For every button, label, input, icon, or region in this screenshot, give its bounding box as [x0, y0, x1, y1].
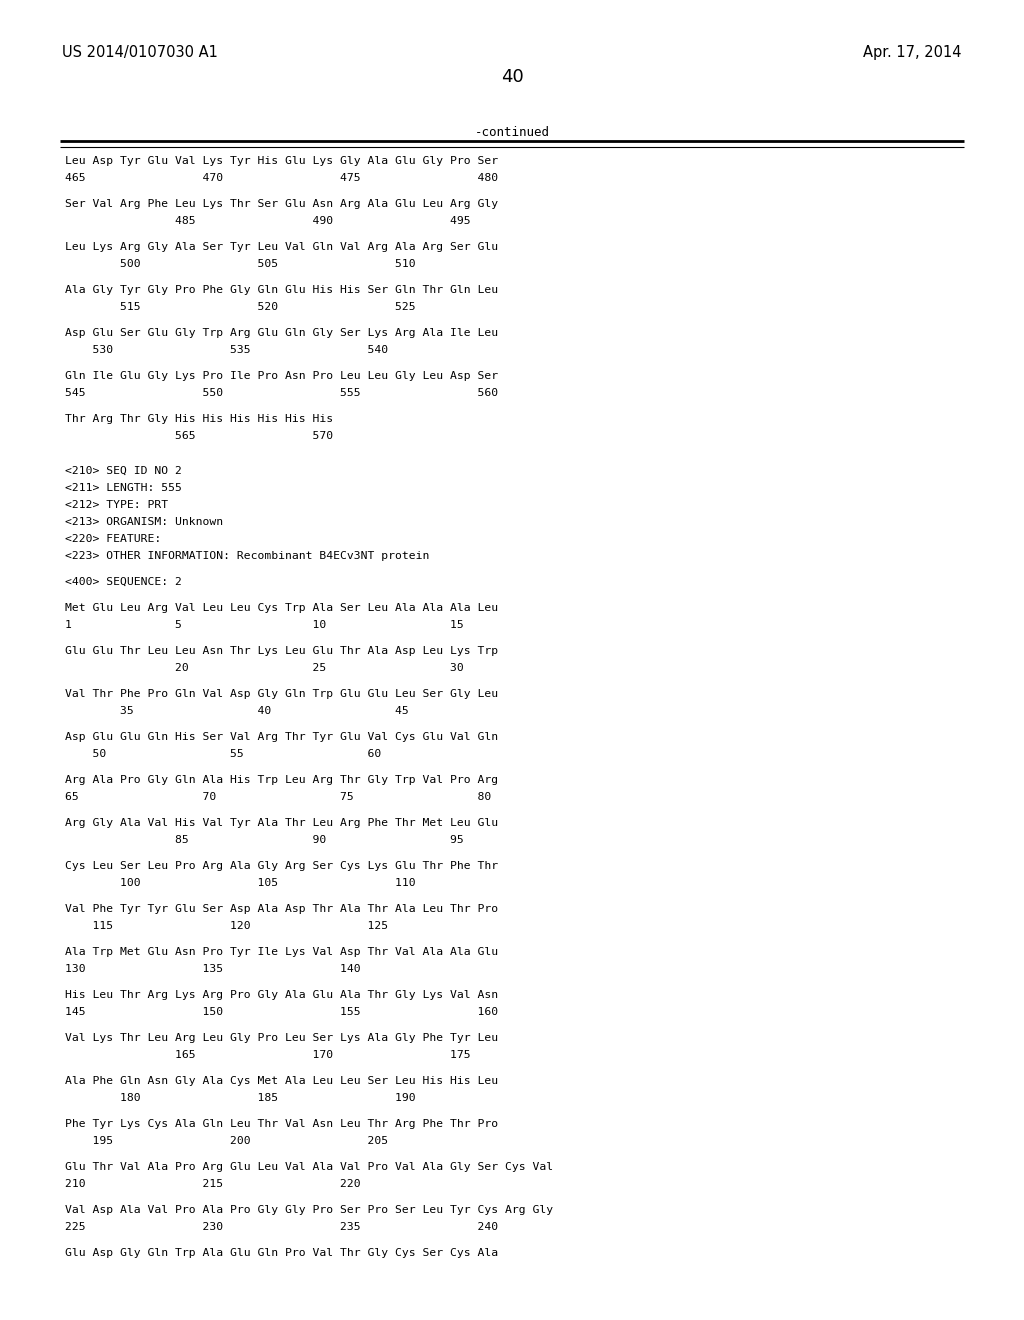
Text: Met Glu Leu Arg Val Leu Leu Cys Trp Ala Ser Leu Ala Ala Ala Leu: Met Glu Leu Arg Val Leu Leu Cys Trp Ala … [65, 603, 498, 612]
Text: Asp Glu Glu Gln His Ser Val Arg Thr Tyr Glu Val Cys Glu Val Gln: Asp Glu Glu Gln His Ser Val Arg Thr Tyr … [65, 733, 498, 742]
Text: Apr. 17, 2014: Apr. 17, 2014 [863, 45, 962, 61]
Text: Ala Gly Tyr Gly Pro Phe Gly Gln Glu His His Ser Gln Thr Gln Leu: Ala Gly Tyr Gly Pro Phe Gly Gln Glu His … [65, 285, 498, 294]
Text: 195                 200                 205: 195 200 205 [65, 1137, 388, 1146]
Text: 225                 230                 235                 240: 225 230 235 240 [65, 1222, 498, 1233]
Text: Glu Thr Val Ala Pro Arg Glu Leu Val Ala Val Pro Val Ala Gly Ser Cys Val: Glu Thr Val Ala Pro Arg Glu Leu Val Ala … [65, 1163, 553, 1172]
Text: US 2014/0107030 A1: US 2014/0107030 A1 [62, 45, 218, 61]
Text: 65                  70                  75                  80: 65 70 75 80 [65, 792, 490, 803]
Text: Ala Phe Gln Asn Gly Ala Cys Met Ala Leu Leu Ser Leu His His Leu: Ala Phe Gln Asn Gly Ala Cys Met Ala Leu … [65, 1076, 498, 1086]
Text: 50                  55                  60: 50 55 60 [65, 748, 381, 759]
Text: <211> LENGTH: 555: <211> LENGTH: 555 [65, 483, 181, 494]
Text: <400> SEQUENCE: 2: <400> SEQUENCE: 2 [65, 577, 181, 587]
Text: 165                 170                 175: 165 170 175 [65, 1051, 470, 1060]
Text: Ala Trp Met Glu Asn Pro Tyr Ile Lys Val Asp Thr Val Ala Ala Glu: Ala Trp Met Glu Asn Pro Tyr Ile Lys Val … [65, 948, 498, 957]
Text: 40: 40 [501, 67, 523, 86]
Text: -continued: -continued [474, 125, 550, 139]
Text: <223> OTHER INFORMATION: Recombinant B4ECv3NT protein: <223> OTHER INFORMATION: Recombinant B4E… [65, 550, 429, 561]
Text: 1               5                   10                  15: 1 5 10 15 [65, 620, 463, 630]
Text: 180                 185                 190: 180 185 190 [65, 1093, 415, 1104]
Text: Glu Glu Thr Leu Leu Asn Thr Lys Leu Glu Thr Ala Asp Leu Lys Trp: Glu Glu Thr Leu Leu Asn Thr Lys Leu Glu … [65, 645, 498, 656]
Text: Val Phe Tyr Tyr Glu Ser Asp Ala Asp Thr Ala Thr Ala Leu Thr Pro: Val Phe Tyr Tyr Glu Ser Asp Ala Asp Thr … [65, 904, 498, 915]
Text: 210                 215                 220: 210 215 220 [65, 1179, 360, 1189]
Text: Val Lys Thr Leu Arg Leu Gly Pro Leu Ser Lys Ala Gly Phe Tyr Leu: Val Lys Thr Leu Arg Leu Gly Pro Leu Ser … [65, 1034, 498, 1043]
Text: Val Thr Phe Pro Gln Val Asp Gly Gln Trp Glu Glu Leu Ser Gly Leu: Val Thr Phe Pro Gln Val Asp Gly Gln Trp … [65, 689, 498, 700]
Text: 515                 520                 525: 515 520 525 [65, 302, 415, 312]
Text: Thr Arg Thr Gly His His His His His His: Thr Arg Thr Gly His His His His His His [65, 414, 333, 424]
Text: Asp Glu Ser Glu Gly Trp Arg Glu Gln Gly Ser Lys Arg Ala Ile Leu: Asp Glu Ser Glu Gly Trp Arg Glu Gln Gly … [65, 327, 498, 338]
Text: Phe Tyr Lys Cys Ala Gln Leu Thr Val Asn Leu Thr Arg Phe Thr Pro: Phe Tyr Lys Cys Ala Gln Leu Thr Val Asn … [65, 1119, 498, 1130]
Text: 500                 505                 510: 500 505 510 [65, 259, 415, 269]
Text: Arg Ala Pro Gly Gln Ala His Trp Leu Arg Thr Gly Trp Val Pro Arg: Arg Ala Pro Gly Gln Ala His Trp Leu Arg … [65, 775, 498, 785]
Text: <213> ORGANISM: Unknown: <213> ORGANISM: Unknown [65, 517, 222, 527]
Text: Val Asp Ala Val Pro Ala Pro Gly Gly Pro Ser Pro Ser Leu Tyr Cys Arg Gly: Val Asp Ala Val Pro Ala Pro Gly Gly Pro … [65, 1205, 553, 1216]
Text: <210> SEQ ID NO 2: <210> SEQ ID NO 2 [65, 466, 181, 477]
Text: Arg Gly Ala Val His Val Tyr Ala Thr Leu Arg Phe Thr Met Leu Glu: Arg Gly Ala Val His Val Tyr Ala Thr Leu … [65, 818, 498, 828]
Text: 130                 135                 140: 130 135 140 [65, 964, 360, 974]
Text: 145                 150                 155                 160: 145 150 155 160 [65, 1007, 498, 1018]
Text: <212> TYPE: PRT: <212> TYPE: PRT [65, 500, 168, 510]
Text: 85                  90                  95: 85 90 95 [65, 836, 463, 845]
Text: 545                 550                 555                 560: 545 550 555 560 [65, 388, 498, 397]
Text: 100                 105                 110: 100 105 110 [65, 878, 415, 888]
Text: Gln Ile Glu Gly Lys Pro Ile Pro Asn Pro Leu Leu Gly Leu Asp Ser: Gln Ile Glu Gly Lys Pro Ile Pro Asn Pro … [65, 371, 498, 381]
Text: 115                 120                 125: 115 120 125 [65, 921, 388, 931]
Text: 20                  25                  30: 20 25 30 [65, 663, 463, 673]
Text: His Leu Thr Arg Lys Arg Pro Gly Ala Glu Ala Thr Gly Lys Val Asn: His Leu Thr Arg Lys Arg Pro Gly Ala Glu … [65, 990, 498, 1001]
Text: 485                 490                 495: 485 490 495 [65, 215, 470, 226]
Text: Ser Val Arg Phe Leu Lys Thr Ser Glu Asn Arg Ala Glu Leu Arg Gly: Ser Val Arg Phe Leu Lys Thr Ser Glu Asn … [65, 199, 498, 209]
Text: Glu Asp Gly Gln Trp Ala Glu Gln Pro Val Thr Gly Cys Ser Cys Ala: Glu Asp Gly Gln Trp Ala Glu Gln Pro Val … [65, 1249, 498, 1258]
Text: 530                 535                 540: 530 535 540 [65, 345, 388, 355]
Text: <220> FEATURE:: <220> FEATURE: [65, 533, 161, 544]
Text: 465                 470                 475                 480: 465 470 475 480 [65, 173, 498, 182]
Text: 35                  40                  45: 35 40 45 [65, 706, 409, 715]
Text: Cys Leu Ser Leu Pro Arg Ala Gly Arg Ser Cys Lys Glu Thr Phe Thr: Cys Leu Ser Leu Pro Arg Ala Gly Arg Ser … [65, 861, 498, 871]
Text: 565                 570: 565 570 [65, 430, 333, 441]
Text: Leu Lys Arg Gly Ala Ser Tyr Leu Val Gln Val Arg Ala Arg Ser Glu: Leu Lys Arg Gly Ala Ser Tyr Leu Val Gln … [65, 242, 498, 252]
Text: Leu Asp Tyr Glu Val Lys Tyr His Glu Lys Gly Ala Glu Gly Pro Ser: Leu Asp Tyr Glu Val Lys Tyr His Glu Lys … [65, 156, 498, 166]
